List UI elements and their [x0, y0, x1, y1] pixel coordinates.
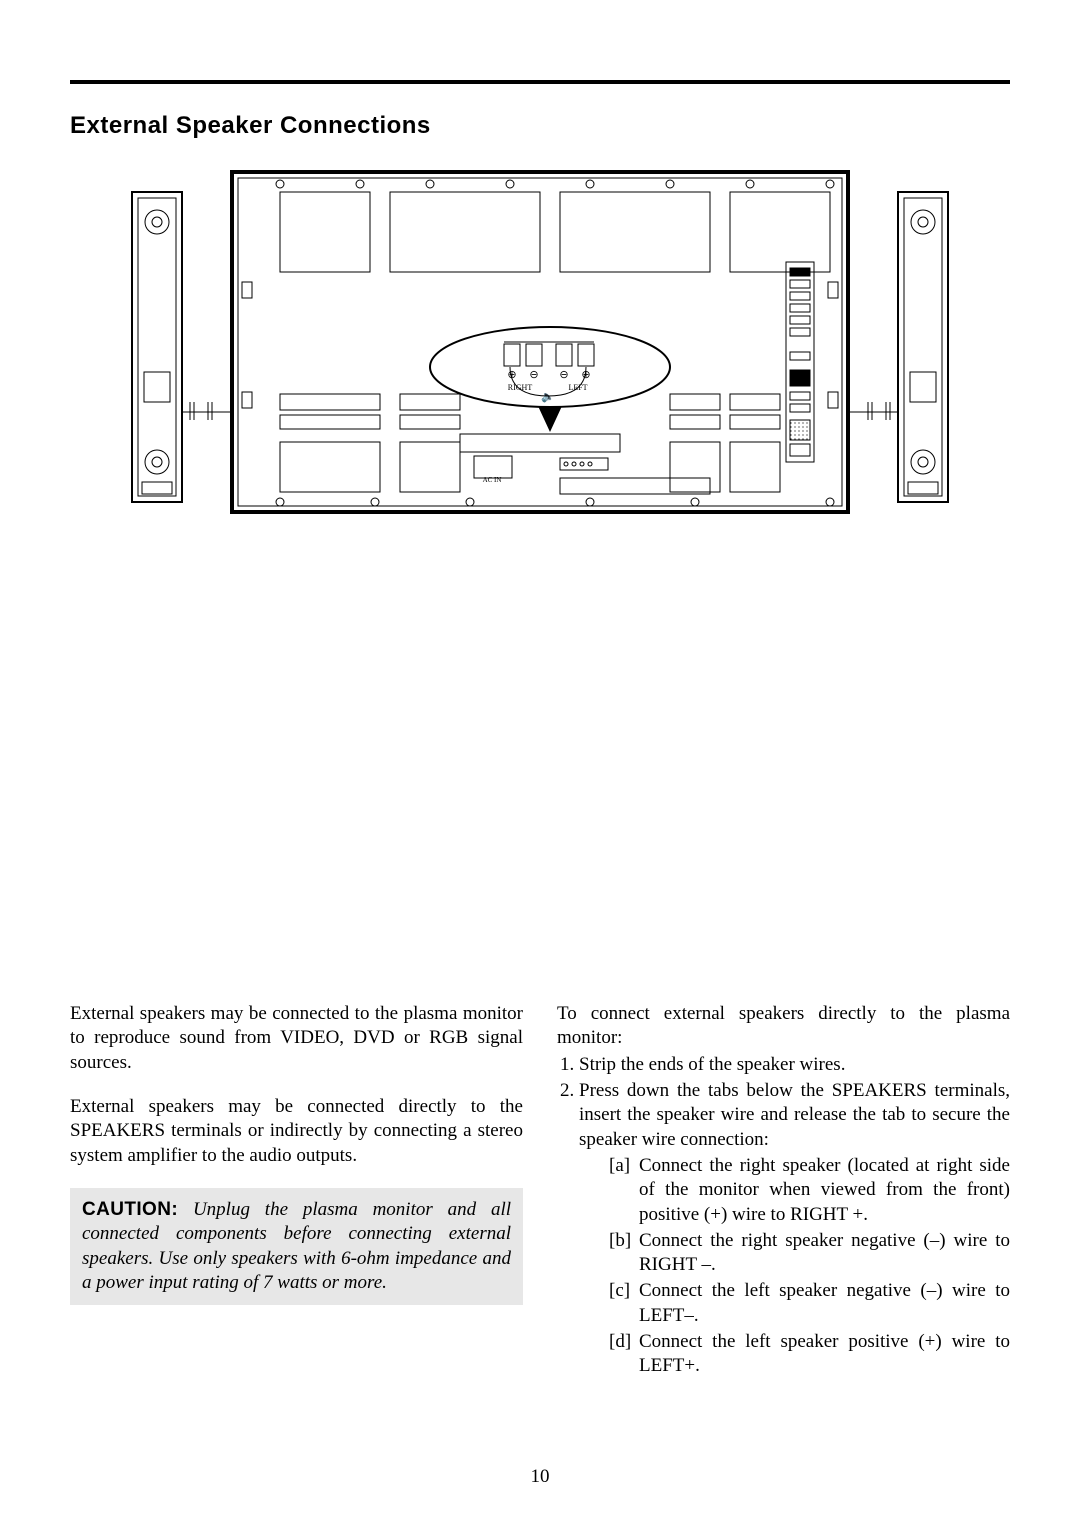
- speaker-terminal-callout: ⊕ ⊖ ⊖ ⊕ RIGHT LEFT 🔈: [430, 327, 670, 432]
- standoffs: [182, 402, 898, 420]
- step-2-text: Press down the tabs below the SPEAKERS t…: [579, 1080, 1010, 1150]
- page-number: 10: [0, 1466, 1080, 1488]
- substep-c: [c]Connect the left speaker negative (–)…: [609, 1279, 1010, 1328]
- polarity-r-minus: ⊖: [529, 369, 538, 381]
- substeps: [a]Connect the right speaker (located at…: [579, 1154, 1010, 1379]
- substep-b: [b]Connect the right speaker negative (–…: [609, 1229, 1010, 1278]
- left-column: External speakers may be connected to th…: [70, 1002, 523, 1381]
- top-rule: [70, 80, 1010, 84]
- right-column: To connect external speakers directly to…: [557, 1002, 1010, 1381]
- section-title: External Speaker Connections: [70, 112, 1010, 140]
- connections-diagram: AC IN: [70, 162, 1010, 522]
- intro-paragraph-1: External speakers may be connected to th…: [70, 1002, 523, 1075]
- right-label: RIGHT: [508, 383, 533, 392]
- left-speaker: [132, 192, 182, 502]
- caution-label: CAUTION:: [82, 1199, 178, 1220]
- body-columns: External speakers may be connected to th…: [70, 1002, 1010, 1381]
- steps-list: Strip the ends of the speaker wires. Pre…: [557, 1053, 1010, 1379]
- intro-paragraph-2: External speakers may be connected direc…: [70, 1095, 523, 1168]
- speaker-icon: 🔈: [541, 391, 555, 403]
- right-speaker: [898, 192, 948, 502]
- steps-intro: To connect external speakers directly to…: [557, 1002, 1010, 1051]
- ac-in-label: AC IN: [483, 476, 502, 484]
- substep-d: [d]Connect the left speaker positive (+)…: [609, 1330, 1010, 1379]
- polarity-l-minus: ⊖: [559, 369, 568, 381]
- caution-box: CAUTION: Unplug the plasma monitor and a…: [70, 1188, 523, 1305]
- substep-a: [a]Connect the right speaker (located at…: [609, 1154, 1010, 1227]
- step-2: Press down the tabs below the SPEAKERS t…: [579, 1079, 1010, 1379]
- io-panel: [786, 262, 814, 462]
- step-1: Strip the ends of the speaker wires.: [579, 1053, 1010, 1077]
